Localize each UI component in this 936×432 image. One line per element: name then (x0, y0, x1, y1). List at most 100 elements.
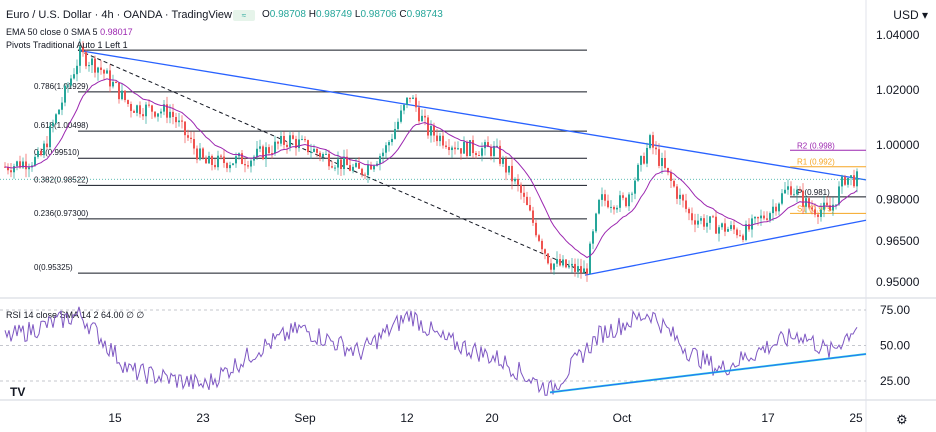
candle-body (505, 158, 507, 173)
candle-body (49, 126, 51, 148)
candle-body (364, 174, 366, 176)
candle-body (760, 215, 762, 219)
gear-icon[interactable]: ⚙ (896, 412, 908, 427)
candle-body (850, 175, 852, 178)
candle-body (676, 186, 678, 199)
candle-body (718, 227, 720, 234)
candle-body (820, 209, 822, 217)
tradingview-logo: TV (10, 385, 26, 399)
candle-body (754, 216, 756, 219)
candle-body (97, 67, 99, 73)
candle-body (217, 155, 219, 168)
candle-body (640, 155, 642, 165)
candle-body (349, 165, 351, 171)
currency-selector[interactable]: USD ▾ (893, 8, 928, 22)
candle-body (493, 145, 495, 157)
rsi-trendline-inner (549, 353, 867, 393)
candle-body (604, 194, 606, 201)
candle-body (670, 172, 672, 181)
candle-body (523, 192, 525, 197)
candle-body (826, 202, 828, 206)
candle-body (145, 104, 147, 117)
pivots-legend[interactable]: Pivots Traditional Auto 1 Left 1 (6, 40, 128, 50)
candle-body (244, 164, 246, 166)
candle-body (385, 145, 387, 153)
candle-body (79, 46, 81, 66)
candle-body (343, 156, 345, 170)
candle-body (727, 229, 729, 232)
candle-body (844, 176, 846, 185)
ema-line (4, 78, 858, 259)
candle-body (265, 147, 267, 160)
candle-body (82, 46, 84, 53)
candle-body (439, 135, 441, 142)
candle-body (124, 90, 126, 101)
price-tick-label: 0.95000 (876, 275, 920, 289)
candle-body (355, 163, 357, 167)
candle-body (478, 155, 480, 157)
candle-body (547, 253, 549, 264)
candle-body (499, 145, 501, 164)
candle-body (253, 156, 255, 161)
candle-body (586, 268, 588, 274)
candle-body (295, 138, 297, 149)
price-tick-label: 1.04000 (876, 28, 920, 42)
candle-body (181, 120, 183, 122)
candle-body (697, 220, 699, 225)
candle-body (472, 140, 474, 154)
candle-body (64, 85, 66, 103)
candle-body (160, 111, 162, 114)
candle-body (118, 82, 120, 100)
candle-body (100, 67, 102, 70)
candle-body (388, 142, 390, 146)
candle-body (517, 178, 519, 185)
candle-body (241, 153, 243, 165)
candle-body (613, 206, 615, 210)
candle-body (466, 141, 468, 157)
symbol-title[interactable]: Euro / U.S. Dollar · 4h · OANDA · Tradin… (6, 9, 232, 21)
pivot-label: R1 (0.992) (797, 158, 835, 167)
candle-body (631, 193, 633, 195)
candle-body (424, 115, 426, 118)
candle-body (622, 195, 624, 198)
candle-body (154, 111, 156, 117)
candle-body (856, 171, 858, 187)
candle-body (736, 229, 738, 236)
resistance-trendline (79, 50, 867, 181)
candle-body (520, 184, 522, 193)
candle-body (325, 153, 327, 155)
candle-body (592, 231, 594, 244)
candle-body (133, 110, 135, 113)
candle-body (502, 158, 504, 164)
candle-body (151, 105, 153, 112)
candle-body (286, 144, 288, 147)
candle-body (175, 116, 177, 123)
candle-body (664, 158, 666, 168)
candle-body (667, 167, 669, 173)
candle-body (757, 216, 759, 219)
candle-body (277, 141, 279, 144)
time-tick-label: 12 (400, 411, 414, 425)
candle-body (721, 223, 723, 228)
support-trendline (584, 219, 867, 276)
rsi-tick-label: 75.00 (880, 303, 910, 317)
rsi-line (4, 306, 858, 396)
candle-body (400, 110, 402, 122)
candle-body (328, 153, 330, 167)
candle-body (847, 177, 849, 185)
candle-body (724, 223, 726, 232)
candle-body (544, 249, 546, 254)
candle-body (163, 104, 165, 112)
candle-body (70, 78, 72, 86)
ema-legend[interactable]: EMA 50 close 0 SMA 5 0.98017 (6, 27, 133, 37)
candle-body (43, 143, 45, 156)
candle-body (19, 161, 21, 168)
candle-body (649, 135, 651, 148)
candle-body (448, 147, 450, 151)
candle-body (451, 147, 453, 151)
candle-body (361, 168, 363, 175)
candle-body (802, 190, 804, 207)
candle-body (751, 218, 753, 230)
